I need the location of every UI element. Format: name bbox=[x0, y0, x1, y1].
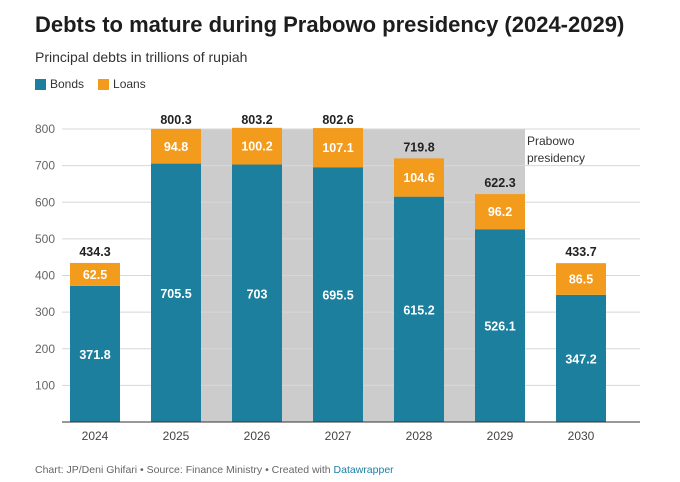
legend-swatch-bonds bbox=[35, 78, 46, 90]
datawrapper-link[interactable]: Datawrapper bbox=[333, 464, 394, 476]
legend: Bonds Loans bbox=[35, 77, 160, 91]
bar-bonds-2024 bbox=[70, 285, 120, 422]
xtick-label-2027: 2027 bbox=[325, 429, 352, 443]
bar-loans-2026 bbox=[232, 127, 282, 165]
legend-item-loans: Loans bbox=[98, 77, 146, 91]
data-label-loans-2028: 104.6 bbox=[403, 171, 434, 185]
ytick-label-100: 100 bbox=[35, 378, 55, 392]
total-label-2026: 803.2 bbox=[241, 113, 272, 127]
data-label-bonds-2030: 347.2 bbox=[565, 352, 596, 366]
ytick-label-400: 400 bbox=[35, 269, 55, 283]
data-label-loans-2027: 107.1 bbox=[322, 141, 353, 155]
data-label-bonds-2026: 703 bbox=[247, 287, 268, 301]
data-label-bonds-2024: 371.8 bbox=[79, 348, 110, 362]
bar-loans-2024 bbox=[70, 262, 120, 286]
xtick-label-2028: 2028 bbox=[406, 429, 433, 443]
ytick-label-700: 700 bbox=[35, 159, 55, 173]
xtick-label-2024: 2024 bbox=[82, 429, 109, 443]
data-label-bonds-2025: 705.5 bbox=[160, 287, 191, 301]
data-label-bonds-2029: 526.1 bbox=[484, 320, 515, 334]
bar-bonds-2025 bbox=[151, 163, 201, 422]
data-label-loans-2026: 100.2 bbox=[241, 140, 272, 154]
xtick-label-2029: 2029 bbox=[487, 429, 514, 443]
bar-bonds-2029 bbox=[475, 229, 525, 422]
annotation-line-2: presidency bbox=[527, 151, 585, 165]
data-label-loans-2030: 86.5 bbox=[569, 272, 593, 286]
chart-title: Debts to mature during Prabowo presidenc… bbox=[35, 12, 625, 37]
bar-loans-2025 bbox=[151, 128, 201, 164]
chart-footer: Chart: JP/Deni Ghifari • Source: Finance… bbox=[35, 464, 394, 476]
xtick-label-2025: 2025 bbox=[163, 429, 190, 443]
data-label-loans-2024: 62.5 bbox=[83, 268, 107, 282]
bar-loans-2030 bbox=[556, 263, 606, 295]
bar-bonds-2027 bbox=[313, 167, 363, 422]
ytick-label-300: 300 bbox=[35, 305, 55, 319]
total-label-2028: 719.8 bbox=[403, 140, 434, 154]
bar-loans-2029 bbox=[475, 194, 525, 230]
total-label-2025: 800.3 bbox=[160, 113, 191, 127]
total-label-2029: 622.3 bbox=[484, 176, 515, 190]
data-label-bonds-2028: 615.2 bbox=[403, 303, 434, 317]
legend-item-bonds: Bonds bbox=[35, 77, 84, 91]
legend-swatch-loans bbox=[98, 78, 110, 90]
total-label-2024: 434.3 bbox=[79, 245, 110, 259]
chart-subtitle: Principal debts in trillions of rupiah bbox=[35, 49, 248, 65]
data-label-bonds-2027: 695.5 bbox=[322, 289, 353, 303]
data-label-loans-2029: 96.2 bbox=[488, 205, 512, 219]
total-label-2027: 802.6 bbox=[322, 113, 353, 127]
legend-label-bonds: Bonds bbox=[50, 77, 85, 91]
footer-credit: Chart: JP/Deni Ghifari • Source: Finance… bbox=[35, 464, 334, 476]
legend-label-loans: Loans bbox=[113, 77, 146, 91]
ytick-label-800: 800 bbox=[35, 122, 55, 136]
total-label-2030: 433.7 bbox=[565, 245, 596, 259]
data-label-loans-2025: 94.8 bbox=[164, 140, 188, 154]
bar-loans-2027 bbox=[313, 128, 363, 168]
ytick-label-600: 600 bbox=[35, 195, 55, 209]
annotation-line-1: Prabowo bbox=[527, 134, 575, 148]
bar-bonds-2030 bbox=[556, 294, 606, 422]
ytick-label-500: 500 bbox=[35, 232, 55, 246]
bar-loans-2028 bbox=[394, 158, 444, 197]
xtick-label-2030: 2030 bbox=[568, 429, 595, 443]
bar-bonds-2026 bbox=[232, 164, 282, 422]
ytick-label-200: 200 bbox=[35, 342, 55, 356]
xtick-label-2026: 2026 bbox=[244, 429, 271, 443]
bar-bonds-2028 bbox=[394, 196, 444, 422]
